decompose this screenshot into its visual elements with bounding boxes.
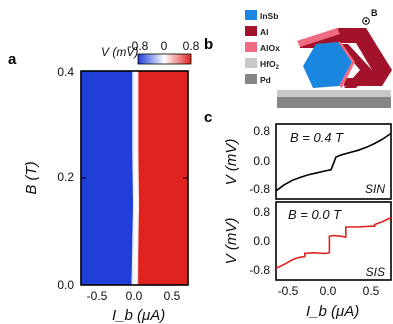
legend-label-hfo: HfO2 — [260, 59, 280, 71]
heatmap-ytick-2: 0.4 — [57, 65, 74, 79]
heatmap-ytick-1: 0.2 — [57, 170, 74, 184]
colorbar — [137, 53, 192, 65]
sis-xlabel: I_b (μA) — [306, 303, 359, 320]
pd-layer — [277, 97, 391, 108]
heatmap-ylabel: B (T) — [23, 161, 40, 194]
sis-xtick-1: 0.0 — [320, 284, 337, 298]
field-symbol: B — [371, 8, 378, 18]
insb-nanowire — [303, 42, 352, 88]
alox-edge — [338, 42, 355, 88]
hfo2-layer — [277, 90, 391, 97]
sis-ytick-2: -0.8 — [249, 263, 270, 277]
panel-a-letter: a — [8, 51, 17, 68]
sis-trace — [275, 216, 392, 270]
sis-label: SIS — [366, 265, 385, 279]
sis-xtick-2: 0.5 — [363, 284, 380, 298]
heatmap-xtick-1: 0.0 — [126, 289, 143, 303]
colorbar-tick-min: -0.8 — [128, 39, 149, 53]
sis-plot-frame — [275, 201, 392, 281]
sis-xtick-0: -0.5 — [278, 284, 299, 298]
sin-ytick-0: 0.8 — [253, 124, 270, 138]
sis-ytick-0: 0.8 — [253, 205, 270, 219]
heatmap-x-axis: -0.5 0.0 0.5 — [87, 289, 181, 303]
legend-swatch-alox — [245, 42, 257, 52]
out-of-plane-dot-icon — [362, 17, 370, 25]
sin-label: SIN — [365, 182, 385, 196]
heatmap-xtick-0: -0.5 — [87, 289, 108, 303]
legend-swatch-hfo — [245, 58, 257, 68]
heatmap-xlabel: I_b (μA) — [112, 307, 165, 324]
legend-swatch-insb — [245, 10, 257, 20]
sin-ylabel: V (mV) — [223, 139, 240, 186]
sin-annotation: B = 0.4 T — [290, 130, 344, 145]
heatmap-y-axis: 0.0 0.2 0.4 — [57, 65, 188, 292]
sis-ylabel: V (mV) — [223, 218, 240, 265]
sin-trace — [275, 132, 392, 192]
legend-label-insb: InSb — [260, 11, 278, 21]
heatmap-zero-crossing — [131, 71, 140, 285]
panel-b-letter: b — [204, 36, 213, 53]
heatmap-ytick-0: 0.0 — [57, 278, 74, 292]
sin-ytick-1: 0.0 — [253, 154, 270, 168]
al-shell — [300, 28, 392, 86]
sis-annotation: B = 0.0 T — [288, 207, 342, 222]
device-schematic: B — [277, 8, 392, 108]
legend-label-pd: Pd — [260, 75, 271, 85]
heatmap — [81, 71, 188, 285]
sis-plot: B = 0.0 T SIS 0.8 0.0 -0.8 V (mV) -0.5 0… — [223, 201, 392, 320]
colorbar-tick-max: 0.8 — [183, 39, 200, 53]
legend-swatch-pd — [245, 74, 257, 84]
panel-c-letter: c — [204, 109, 212, 126]
sin-ytick-2: -0.8 — [249, 182, 270, 196]
heatmap-xtick-2: 0.5 — [164, 289, 181, 303]
sin-plot: B = 0.4 T SIN 0.8 0.0 -0.8 V (mV) — [223, 123, 392, 200]
al-side-facet — [338, 44, 372, 88]
legend-label-al: Al — [260, 27, 269, 37]
alox-layer — [297, 28, 340, 47]
colorbar-label: V (mV) — [101, 45, 138, 59]
colorbar-tick-mid: 0 — [161, 39, 168, 53]
legend-label-alox: AlOx — [260, 43, 280, 53]
sis-ytick-1: 0.0 — [253, 234, 270, 248]
materials-legend: InSb Al AlOx HfO2 Pd — [245, 10, 280, 85]
legend-swatch-al — [245, 26, 257, 36]
